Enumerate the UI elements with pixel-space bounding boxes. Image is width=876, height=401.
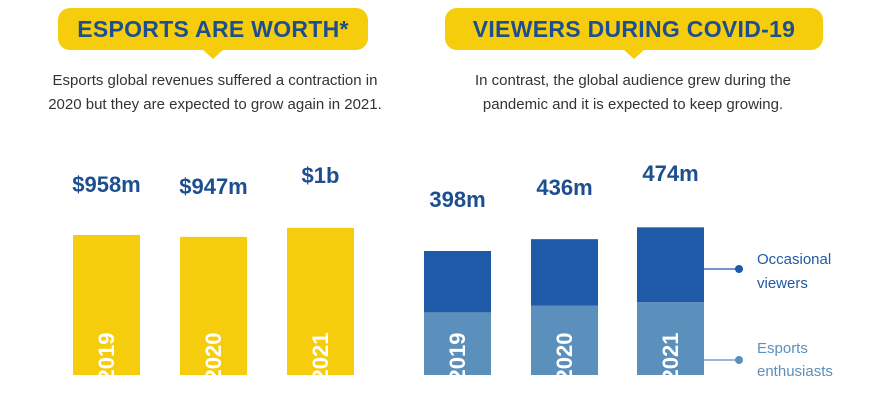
viewers-description: In contrast, the global audience grew du… — [418, 69, 848, 117]
revenue-value-label-2020: $947m — [179, 174, 248, 199]
revenue-year-label-2019: 2019 — [94, 333, 119, 382]
viewers-year-label-2019: 2019 — [445, 333, 470, 382]
viewers-total-label-2019: 398m — [429, 187, 485, 212]
revenue-description-line1: Esports global revenues suffered a contr… — [52, 72, 378, 89]
legend-enthusiasts-line2: enthusiasts — [757, 363, 833, 380]
viewers-year-label-2020: 2020 — [552, 333, 577, 382]
revenue-badge-pointer — [202, 49, 224, 59]
viewers-bar-2020-enthusiasts — [531, 305, 598, 375]
viewers-bar-2021-occasional — [637, 227, 704, 303]
legend-enthusiasts-dot — [735, 356, 743, 364]
revenue-bar-2021 — [287, 227, 354, 375]
viewers-bar-2019-enthusiasts — [424, 312, 491, 375]
legend-enthusiasts-line1: Esports — [757, 340, 808, 357]
revenue-value-label-2019: $958m — [72, 172, 141, 197]
viewers-bar-2020-occasional — [531, 239, 598, 306]
legend-occasional-dot — [735, 265, 743, 273]
revenue-title-badge: ESPORTS ARE WORTH* — [58, 8, 368, 50]
viewers-bar-2019-occasional — [424, 251, 491, 313]
viewers-bar-2021-enthusiasts — [637, 302, 704, 375]
revenue-year-label-2021: 2021 — [308, 333, 333, 382]
viewers-total-label-2020: 436m — [536, 175, 592, 200]
viewers-title-badge: VIEWERS DURING COVID-19 — [445, 8, 823, 50]
revenue-year-label-2020: 2020 — [201, 333, 226, 382]
viewers-description-line2: pandemic and it is expected to keep grow… — [482, 96, 784, 113]
revenue-description: Esports global revenues suffered a contr… — [0, 69, 430, 117]
revenue-bar-2019 — [73, 235, 140, 375]
viewers-year-label-2021: 2021 — [658, 333, 683, 382]
viewers-badge-pointer — [623, 49, 645, 59]
viewers-description-line1: In contrast, the global audience grew du… — [474, 72, 792, 89]
legend-occasional-line2: viewers — [757, 275, 808, 292]
revenue-description-line2: 2020 but they are expected to grow again… — [48, 96, 382, 113]
revenue-value-label-2021: $1b — [302, 163, 340, 188]
viewers-title: VIEWERS DURING COVID-19 — [472, 16, 796, 42]
revenue-bar-2020 — [180, 236, 247, 375]
viewers-total-label-2021: 474m — [642, 161, 698, 186]
revenue-title: ESPORTS ARE WORTH* — [77, 16, 349, 42]
legend-occasional-line1: Occasional — [757, 251, 831, 268]
